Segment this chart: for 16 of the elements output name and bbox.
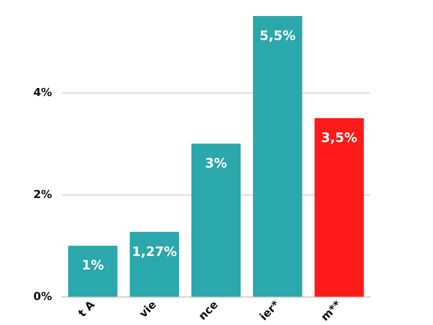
bar	[252, 16, 302, 297]
data-label: 1%	[82, 258, 104, 274]
x-tick-label: t A	[76, 298, 98, 320]
bar	[130, 232, 180, 297]
bar	[191, 144, 241, 297]
bar	[68, 246, 118, 297]
data-label: 5,5%	[260, 29, 296, 44]
y-tick-label: 4%	[33, 86, 52, 100]
y-tick-label: 0%	[33, 290, 52, 304]
y-tick-label: 2%	[33, 188, 52, 202]
data-label: 3%	[204, 156, 228, 172]
x-tick-label: nce	[196, 298, 221, 323]
data-label: 1,27%	[132, 244, 177, 260]
data-label: 3,5%	[321, 131, 358, 146]
x-tick-label: vie	[136, 298, 159, 320]
bar	[314, 118, 364, 297]
